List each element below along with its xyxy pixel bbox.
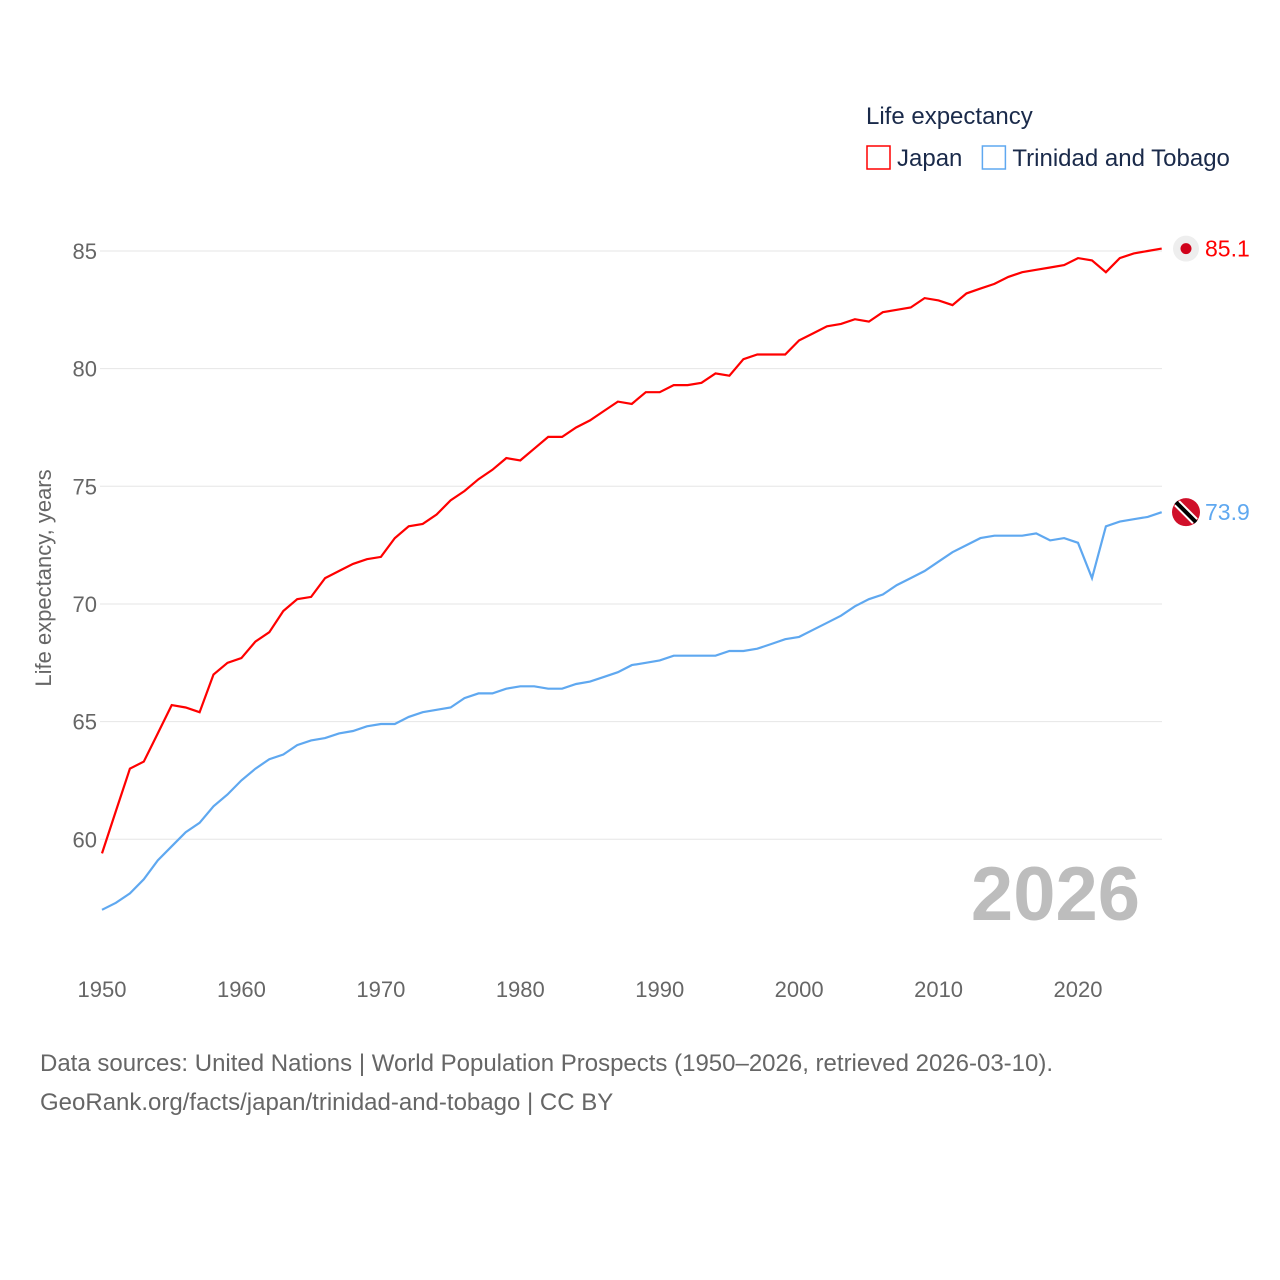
x-tick-label: 2000: [775, 977, 824, 1002]
end-value-label: 73.9: [1205, 499, 1250, 525]
source-note: Data sources: United Nations | World Pop…: [40, 1044, 1053, 1122]
y-tick-label: 65: [73, 710, 97, 735]
y-tick-label: 60: [73, 827, 97, 852]
year-label: 2026: [971, 852, 1140, 937]
x-tick-label: 1990: [635, 977, 684, 1002]
x-tick-label: 1960: [217, 977, 266, 1002]
x-tick-label: 1980: [496, 977, 545, 1002]
flag-disc: [1180, 243, 1192, 255]
series-line-0: [100, 247, 1162, 854]
y-tick-label: 70: [73, 592, 97, 617]
legend-label[interactable]: Trinidad and Tobago: [1012, 145, 1230, 172]
legend-swatch[interactable]: [981, 145, 1007, 170]
flag-stripe: [1174, 500, 1198, 524]
y-tick-label: 80: [73, 357, 97, 382]
legend-swatch[interactable]: [866, 145, 891, 170]
x-tick-label: 2020: [1054, 977, 1103, 1002]
y-tick-label: 75: [73, 474, 97, 499]
y-tick-label: 85: [73, 239, 97, 264]
source-line-1: Data sources: United Nations | World Pop…: [40, 1050, 1054, 1077]
legend-label[interactable]: Japan: [897, 145, 962, 172]
y-axis-label: Life expectancy, years: [31, 469, 56, 686]
source-line-2[interactable]: GeoRank.org/facts/japan/trinidad-and-tob…: [40, 1089, 614, 1116]
x-tick-label: 1950: [78, 977, 127, 1002]
x-tick-label: 1970: [356, 977, 405, 1002]
legend: Life expectancy Japan Trinidad and Tobago: [866, 103, 1230, 172]
x-tick-label: 2010: [914, 977, 963, 1002]
legend-title: Life expectancy: [866, 103, 1033, 130]
series-line-1: [101, 511, 1163, 911]
end-value-label: 85.1: [1205, 236, 1250, 262]
